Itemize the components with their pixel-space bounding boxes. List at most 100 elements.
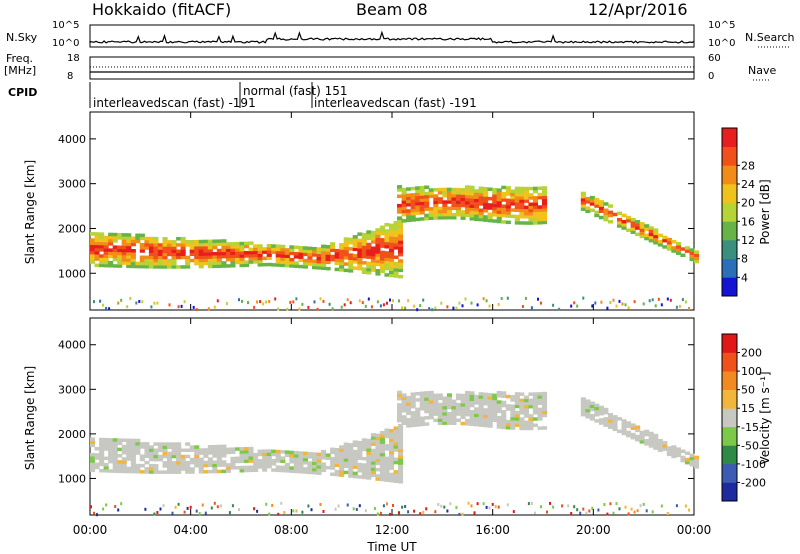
echo-cell: [483, 199, 489, 204]
noise-cell: [225, 302, 228, 306]
echo-cell: [379, 244, 385, 248]
echo-cell: [437, 421, 443, 425]
echo-cell: [361, 438, 367, 442]
noise-cell: [337, 504, 340, 508]
echo-cell: [389, 254, 395, 259]
echo-cell: [103, 248, 109, 252]
echo-cell: [469, 188, 475, 193]
echo-cell: [415, 192, 421, 197]
echo-cell: [519, 401, 525, 406]
echo-cell: [410, 215, 416, 219]
echo-cell: [542, 395, 548, 399]
echo-cell: [244, 263, 250, 268]
echo-cell: [401, 399, 407, 404]
echo-cell: [648, 434, 654, 439]
echo-cell: [433, 399, 439, 404]
echo-cell: [189, 258, 195, 263]
echo-cell: [639, 436, 645, 441]
echo-cell: [483, 209, 489, 213]
echo-cell: [379, 434, 385, 438]
echo-cell: [216, 261, 222, 265]
echo-cell: [90, 443, 96, 448]
echo-cell: [626, 424, 632, 428]
echo-cell: [398, 252, 404, 257]
noise-cell: [159, 507, 162, 511]
noise-cell: [238, 298, 240, 302]
echo-cell: [148, 261, 154, 266]
freq-label: Freq.: [6, 52, 34, 65]
echo-cell: [510, 198, 516, 203]
echo-cell: [90, 437, 96, 441]
echo-cell: [130, 454, 136, 458]
echo-cell: [589, 414, 595, 418]
echo-cell: [298, 246, 304, 250]
echo-cell: [157, 265, 163, 269]
echo-cell: [248, 254, 254, 258]
echo-cell: [510, 417, 516, 421]
echo-cell: [384, 245, 390, 249]
echo-cell: [180, 236, 186, 241]
echo-cell: [446, 405, 452, 410]
echo-cell: [194, 243, 200, 247]
echo-cell: [487, 411, 493, 416]
echo-cell: [598, 206, 604, 210]
echo-cell: [212, 454, 218, 458]
echo-cell: [216, 444, 222, 449]
noise-cell: [485, 299, 488, 303]
echo-cell: [366, 460, 372, 465]
echo-cell: [474, 398, 480, 402]
echo-cell: [465, 207, 471, 211]
echo-cell: [492, 191, 498, 195]
echo-cell: [389, 239, 395, 243]
echo-cell: [176, 467, 182, 471]
echo-cell: [289, 251, 295, 256]
echo-cell: [537, 192, 543, 197]
echo-cell: [589, 407, 595, 412]
echo-cell: [666, 237, 672, 242]
echo-cell: [487, 196, 493, 201]
echo-cell: [519, 193, 525, 197]
echo-cell: [126, 248, 132, 253]
echo-cell: [519, 398, 525, 403]
echo-cell: [532, 196, 538, 200]
echo-cell: [343, 252, 349, 257]
echo-cell: [528, 186, 534, 191]
echo-cell: [384, 447, 390, 451]
echo-cell: [330, 257, 336, 262]
echo-cell: [398, 231, 404, 235]
echo-cell: [469, 400, 475, 405]
echo-cell: [235, 248, 241, 252]
echo-cell: [446, 194, 452, 198]
echo-cell: [162, 445, 168, 449]
echo-cell: [437, 415, 443, 419]
echo-cell: [635, 223, 641, 227]
colorbar-tick-label: 50: [741, 384, 755, 397]
x-tick-label: 20:00: [576, 523, 611, 537]
echo-cell: [644, 442, 650, 446]
noise-cell: [352, 507, 355, 511]
noise-cell: [105, 306, 108, 310]
echo-cell: [630, 426, 636, 430]
noise-cell: [476, 502, 479, 506]
echo-cell: [316, 465, 322, 469]
echo-cell: [455, 393, 461, 397]
echo-cell: [465, 188, 471, 192]
echo-cell: [469, 204, 475, 208]
echo-cell: [542, 217, 548, 222]
echo-cell: [496, 204, 502, 208]
echo-cell: [433, 216, 439, 220]
echo-cell: [230, 450, 236, 454]
echo-cell: [415, 198, 421, 203]
echo-cell: [185, 258, 191, 263]
echo-cell: [244, 450, 250, 454]
echo-cell: [375, 253, 381, 257]
echo-cell: [424, 191, 430, 196]
noise-cell: [521, 305, 524, 308]
echo-cell: [483, 392, 489, 397]
echo-cell: [112, 444, 118, 448]
echo-cell: [519, 196, 525, 200]
echo-cell: [339, 451, 345, 455]
echo-cell: [225, 257, 231, 262]
noise-cell: [546, 510, 548, 514]
nsky-label: N.Sky: [6, 31, 38, 44]
